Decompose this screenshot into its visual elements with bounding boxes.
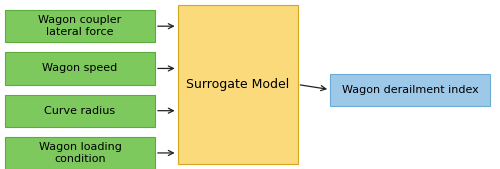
FancyBboxPatch shape [5, 10, 155, 42]
FancyBboxPatch shape [330, 74, 490, 106]
Text: Wagon coupler
lateral force: Wagon coupler lateral force [38, 15, 121, 37]
FancyBboxPatch shape [5, 137, 155, 169]
FancyBboxPatch shape [178, 5, 298, 164]
Text: Curve radius: Curve radius [44, 106, 116, 116]
Text: Wagon speed: Wagon speed [42, 63, 117, 74]
FancyBboxPatch shape [5, 52, 155, 84]
Text: Wagon loading
condition: Wagon loading condition [38, 142, 121, 164]
Text: Wagon derailment index: Wagon derailment index [342, 84, 478, 95]
FancyBboxPatch shape [5, 95, 155, 127]
Text: Surrogate Model: Surrogate Model [186, 78, 289, 91]
